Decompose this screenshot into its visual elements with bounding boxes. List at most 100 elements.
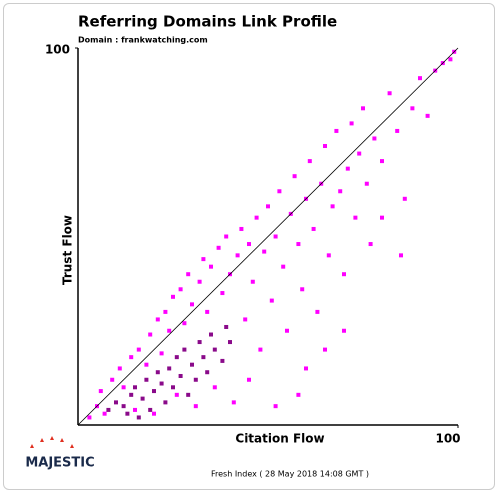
point — [281, 264, 286, 269]
point — [102, 411, 107, 416]
point — [323, 347, 327, 352]
point — [273, 234, 278, 239]
point — [349, 121, 354, 126]
logo-text: MAJESTIC — [25, 456, 94, 471]
point — [201, 257, 206, 262]
point — [186, 392, 191, 397]
point — [121, 404, 126, 409]
point — [231, 400, 236, 405]
point — [144, 362, 149, 367]
x-axis-label: Citation Flow — [235, 432, 324, 446]
point — [402, 196, 407, 201]
x-tick-label: 100 — [435, 432, 460, 446]
point — [418, 76, 422, 81]
point — [140, 396, 145, 401]
point — [311, 226, 316, 231]
point — [136, 415, 141, 420]
point — [448, 57, 453, 62]
point — [174, 355, 179, 360]
point — [125, 411, 130, 416]
point — [224, 324, 229, 329]
point — [148, 332, 153, 337]
point — [121, 385, 126, 390]
y-tick-label: 100 — [45, 43, 70, 57]
point — [193, 404, 198, 409]
point — [304, 366, 308, 371]
point — [98, 389, 103, 394]
point — [307, 159, 312, 164]
point — [152, 411, 156, 416]
point — [277, 189, 282, 194]
point — [387, 91, 392, 96]
point — [110, 377, 115, 382]
point — [315, 309, 320, 314]
point — [326, 253, 331, 258]
point — [171, 385, 175, 390]
point — [212, 347, 217, 352]
point — [144, 377, 149, 382]
point — [334, 128, 339, 133]
point — [380, 159, 384, 164]
point — [345, 166, 350, 171]
point — [425, 113, 430, 118]
point — [285, 328, 289, 333]
point — [228, 340, 232, 345]
point — [178, 287, 183, 292]
point — [159, 351, 164, 356]
point — [155, 370, 160, 375]
point — [197, 340, 202, 345]
point — [163, 400, 168, 405]
point — [258, 347, 263, 352]
point — [235, 253, 240, 258]
point — [163, 309, 168, 314]
point — [129, 392, 134, 397]
point — [364, 181, 369, 186]
point — [247, 377, 251, 382]
point — [190, 362, 194, 367]
point — [296, 392, 301, 397]
point — [262, 249, 267, 254]
point — [338, 189, 343, 194]
point — [380, 215, 384, 220]
point — [243, 317, 248, 322]
point — [186, 272, 191, 277]
point — [133, 385, 137, 390]
point — [174, 392, 179, 397]
logo-stars — [30, 436, 74, 448]
point — [220, 358, 225, 363]
point — [254, 215, 259, 220]
point — [361, 106, 365, 111]
point — [399, 253, 403, 258]
point — [87, 415, 92, 420]
point — [323, 144, 327, 149]
point — [395, 128, 400, 133]
frame — [3, 3, 495, 490]
point — [330, 204, 335, 209]
point — [197, 279, 202, 284]
point — [167, 366, 172, 371]
point — [224, 234, 229, 239]
point — [201, 355, 206, 360]
point — [205, 370, 210, 375]
point — [209, 332, 213, 337]
point — [372, 136, 377, 141]
point — [148, 407, 153, 412]
point — [136, 347, 141, 352]
point — [247, 242, 251, 247]
point — [133, 407, 137, 412]
point — [212, 385, 217, 390]
point — [300, 287, 305, 292]
point — [171, 294, 175, 299]
y-axis-label: Trust Flow — [61, 215, 75, 285]
point — [209, 264, 213, 269]
point — [353, 215, 358, 220]
point — [205, 309, 210, 314]
point — [152, 389, 156, 394]
point — [342, 272, 346, 277]
point — [182, 321, 187, 326]
point — [410, 106, 415, 111]
point — [220, 291, 225, 296]
point — [368, 242, 373, 247]
